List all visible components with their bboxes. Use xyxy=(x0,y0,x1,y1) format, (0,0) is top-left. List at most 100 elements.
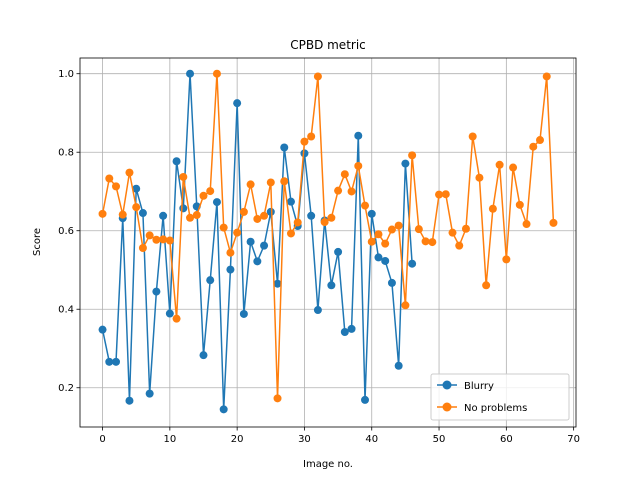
data-point-blurry xyxy=(186,69,195,78)
data-point-no-problems xyxy=(374,230,383,239)
y-tick-label: 1.0 xyxy=(58,69,74,80)
data-point-blurry xyxy=(98,325,107,334)
data-point-no-problems xyxy=(105,174,114,183)
data-point-blurry xyxy=(260,241,269,250)
data-point-blurry xyxy=(361,395,370,404)
data-point-blurry xyxy=(165,309,174,318)
data-point-blurry xyxy=(286,197,295,206)
data-point-no-problems xyxy=(112,182,121,191)
data-point-blurry xyxy=(367,209,376,218)
data-point-no-problems xyxy=(441,190,450,199)
data-point-no-problems xyxy=(435,190,444,199)
data-point-no-problems xyxy=(300,137,309,146)
data-point-no-problems xyxy=(421,237,430,246)
data-point-no-problems xyxy=(408,151,417,160)
data-point-no-problems xyxy=(381,239,390,248)
data-point-no-problems xyxy=(260,211,269,220)
data-point-blurry xyxy=(246,237,255,246)
data-point-no-problems xyxy=(320,218,329,227)
data-point-no-problems xyxy=(414,225,423,234)
data-point-blurry xyxy=(145,389,154,398)
data-point-blurry xyxy=(266,207,275,216)
data-point-blurry xyxy=(387,278,396,287)
legend-label-no-problems: No problems xyxy=(464,403,527,414)
data-point-no-problems xyxy=(367,237,376,246)
data-point-blurry xyxy=(347,324,356,333)
x-tick-label: 20 xyxy=(231,434,244,445)
data-point-no-problems xyxy=(542,72,551,81)
data-point-no-problems xyxy=(468,132,477,141)
data-point-no-problems xyxy=(307,132,316,141)
data-point-blurry xyxy=(105,357,114,366)
data-point-blurry xyxy=(354,131,363,140)
data-point-no-problems xyxy=(475,173,484,182)
data-point-blurry xyxy=(206,276,215,285)
data-point-no-problems xyxy=(186,213,195,222)
data-point-no-problems xyxy=(98,209,107,218)
data-point-blurry xyxy=(233,99,242,108)
data-point-blurry xyxy=(152,287,161,296)
data-point-no-problems xyxy=(529,142,538,151)
data-point-no-problems xyxy=(461,224,470,233)
x-tick-label: 40 xyxy=(365,434,378,445)
data-point-blurry xyxy=(112,357,121,366)
axis-ticks: 0 10 20 30 40 50 60 70 0.2 0.4 0.6 0.8 1.0 xyxy=(58,69,580,445)
data-point-blurry xyxy=(313,306,322,315)
data-point-no-problems xyxy=(138,243,147,252)
data-point-no-problems xyxy=(233,228,242,237)
series-no-problems xyxy=(98,69,558,403)
data-point-no-problems xyxy=(273,394,282,403)
data-point-blurry xyxy=(253,257,262,266)
y-axis-label: Score xyxy=(32,228,43,256)
y-tick-label: 0.2 xyxy=(58,383,74,394)
data-point-blurry xyxy=(239,309,248,318)
data-point-no-problems xyxy=(347,187,356,196)
data-point-no-problems xyxy=(219,223,228,232)
data-point-blurry xyxy=(132,184,141,193)
data-point-blurry xyxy=(219,405,228,414)
y-tick-label: 0.6 xyxy=(58,226,74,237)
x-tick-label: 30 xyxy=(298,434,311,445)
x-axis-label: Image no. xyxy=(303,459,353,470)
data-point-no-problems xyxy=(179,172,188,181)
data-point-no-problems xyxy=(515,200,524,209)
data-point-no-problems xyxy=(549,218,558,227)
x-tick-label: 60 xyxy=(500,434,513,445)
data-point-no-problems xyxy=(340,170,349,179)
data-point-no-problems xyxy=(152,235,161,244)
data-point-no-problems xyxy=(253,214,262,223)
data-point-no-problems xyxy=(495,160,504,169)
data-point-no-problems xyxy=(118,210,127,219)
data-point-no-problems xyxy=(394,221,403,230)
data-point-no-problems xyxy=(535,136,544,145)
data-point-blurry xyxy=(199,351,208,360)
data-point-no-problems xyxy=(401,301,410,310)
legend-marker-no-problems xyxy=(442,402,452,412)
data-point-blurry xyxy=(125,396,134,405)
y-tick-label: 0.8 xyxy=(58,148,74,159)
legend-label-blurry: Blurry xyxy=(464,381,494,392)
x-tick-label: 70 xyxy=(567,434,580,445)
data-point-blurry xyxy=(300,149,309,158)
data-point-no-problems xyxy=(125,168,134,177)
data-point-blurry xyxy=(226,265,235,274)
data-point-no-problems xyxy=(428,238,437,247)
data-point-no-problems xyxy=(199,191,208,200)
data-point-blurry xyxy=(334,247,343,256)
data-point-blurry xyxy=(381,256,390,265)
data-point-blurry xyxy=(280,143,289,152)
data-point-blurry xyxy=(179,204,188,213)
data-point-no-problems xyxy=(334,186,343,195)
data-point-no-problems xyxy=(502,255,511,264)
data-point-no-problems xyxy=(212,69,221,78)
data-point-blurry xyxy=(273,279,282,288)
data-point-blurry xyxy=(212,198,221,207)
data-point-blurry xyxy=(408,259,417,268)
data-point-no-problems xyxy=(145,231,154,240)
data-point-blurry xyxy=(401,159,410,168)
data-point-no-problems xyxy=(482,281,491,290)
data-point-no-problems xyxy=(448,228,457,237)
data-point-blurry xyxy=(138,209,147,218)
data-point-blurry xyxy=(327,281,336,290)
